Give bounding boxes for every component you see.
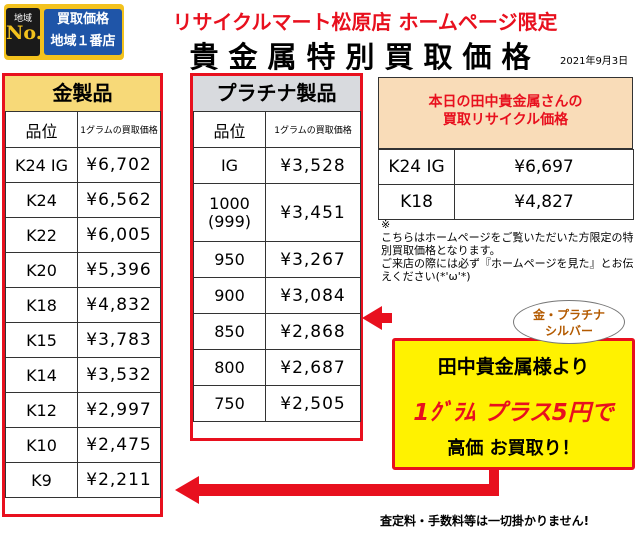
table-row: K9 ¥2,211 xyxy=(5,462,161,498)
price-cell: ¥3,783 xyxy=(77,322,161,358)
grade-cell: 850 xyxy=(193,313,266,350)
badge-line2: 地域１番店 xyxy=(50,34,116,49)
price-cell: ¥3,267 xyxy=(265,241,361,278)
badge-line1: 買取価格 xyxy=(56,12,109,27)
grade-cell: K24 IG xyxy=(5,147,78,183)
table-row: 900 ¥3,084 xyxy=(193,277,361,314)
table-row: 950 ¥3,267 xyxy=(193,241,361,278)
table-row: K20 ¥5,396 xyxy=(5,252,161,288)
table-row: K24 ¥6,562 xyxy=(5,182,161,218)
store-title: リサイクルマート松原店 ホームページ限定 xyxy=(172,10,558,34)
grade-cell: K24 IG xyxy=(378,149,455,185)
no1-badge: 地域 No.1 買取価格 地域１番店 xyxy=(4,4,124,60)
table-row: K12 ¥2,997 xyxy=(5,392,161,428)
price-cell: ¥2,505 xyxy=(265,385,361,422)
bubble-line1: 金・プラチナ xyxy=(532,308,605,322)
metal-types-bubble: 金・プラチナ シルバー xyxy=(513,300,625,344)
price-cell: ¥4,832 xyxy=(77,287,161,323)
grade-cell: K15 xyxy=(5,322,78,358)
grade-cell: K9 xyxy=(5,462,78,498)
callout-line2: 1ｸﾞﾗﾑ プラス5円で xyxy=(413,400,614,426)
price-cell: ¥6,005 xyxy=(77,217,161,253)
table-row: IG ¥3,528 xyxy=(193,147,361,184)
price-cell: ¥2,868 xyxy=(265,313,361,350)
table-row: K15 ¥3,783 xyxy=(5,322,161,358)
grade-cell: 900 xyxy=(193,277,266,314)
grade-cell: 950 xyxy=(193,241,266,278)
table-row: K18 ¥4,827 xyxy=(378,184,634,220)
price-cell: ¥3,451 xyxy=(265,183,361,242)
bubble-line2: シルバー xyxy=(544,324,593,338)
callout-line3: 高価 お買取り！ xyxy=(447,438,580,459)
table-row: K14 ¥3,532 xyxy=(5,357,161,393)
price-cell: ¥3,532 xyxy=(77,357,161,393)
gold-table-title: 金製品 xyxy=(5,76,160,112)
gold-price-table: 品位 1グラムの買取価格 K24 IG ¥6,702 K24 ¥6,562 K22 ¥… xyxy=(5,111,161,498)
grade-cell: K22 xyxy=(5,217,78,253)
gold-table-frame xyxy=(2,73,163,517)
page-title: 貴金属特別買取価格 xyxy=(189,40,541,74)
table-row: 750 ¥2,505 xyxy=(193,385,361,422)
price-column-header: 1グラムの買取価格 xyxy=(77,111,161,148)
tanaka-plus5-callout xyxy=(392,338,635,470)
price-cell: ¥2,211 xyxy=(77,462,161,498)
table-row: 850 ¥2,868 xyxy=(193,313,361,350)
table-row: K18 ¥4,832 xyxy=(5,287,161,323)
platinum-table-title: プラチナ製品 xyxy=(193,76,360,112)
tanaka-price-table: K24 IG ¥6,697 K18 ¥4,827 xyxy=(378,149,634,220)
grade-cell: 800 xyxy=(193,349,266,386)
no-fee-footer: 査定料・手数料等は一切掛かりません! xyxy=(380,514,590,528)
tanaka-price-heading: 本日の田中貴金属さんの 買取リサイクル価格 xyxy=(378,77,633,149)
table-row: K10 ¥2,475 xyxy=(5,427,161,463)
platinum-table-frame xyxy=(190,73,363,441)
callout-line1: 田中貴金属様より xyxy=(437,356,590,378)
tanaka-heading-line2: 買取リサイクル価格 xyxy=(442,112,569,128)
table-row: 1000 (999) ¥3,451 xyxy=(193,183,361,242)
table-header-row: 品位 1グラムの買取価格 xyxy=(193,111,361,148)
price-cell: ¥2,997 xyxy=(77,392,161,428)
grade-cell: K10 xyxy=(5,427,78,463)
grade-cell: 750 xyxy=(193,385,266,422)
price-date: 2021年9月3日 xyxy=(560,56,629,67)
badge-text-block: 買取価格 地域１番店 xyxy=(44,9,122,55)
price-cell: ¥6,562 xyxy=(77,182,161,218)
price-cell: ¥5,396 xyxy=(77,252,161,288)
grade-column-header: 品位 xyxy=(193,111,266,148)
notice-text: ※ こちらはホームページをご覧いただいた方限定の特別買取価格となります。 ご来店… xyxy=(381,218,634,283)
price-cell: ¥4,827 xyxy=(454,184,634,220)
table-row: K22 ¥6,005 xyxy=(5,217,161,253)
platinum-price-table: 品位 1グラムの買取価格 IG ¥3,528 1000 (999) ¥3,451 9… xyxy=(193,111,361,422)
tanaka-heading-line1: 本日の田中貴金属さんの xyxy=(428,94,583,110)
table-row: K24 IG ¥6,702 xyxy=(5,147,161,183)
arrow-to-900-icon xyxy=(362,306,392,330)
grade-cell: K24 xyxy=(5,182,78,218)
arrow-to-k9-icon xyxy=(175,470,499,504)
price-cell: ¥3,084 xyxy=(265,277,361,314)
price-column-header: 1グラムの買取価格 xyxy=(265,111,361,148)
badge-small-label: 地域 xyxy=(13,14,32,24)
table-header-row: 品位 1グラムの買取価格 xyxy=(5,111,161,148)
grade-cell: K18 xyxy=(378,184,455,220)
grade-cell: K20 xyxy=(5,252,78,288)
